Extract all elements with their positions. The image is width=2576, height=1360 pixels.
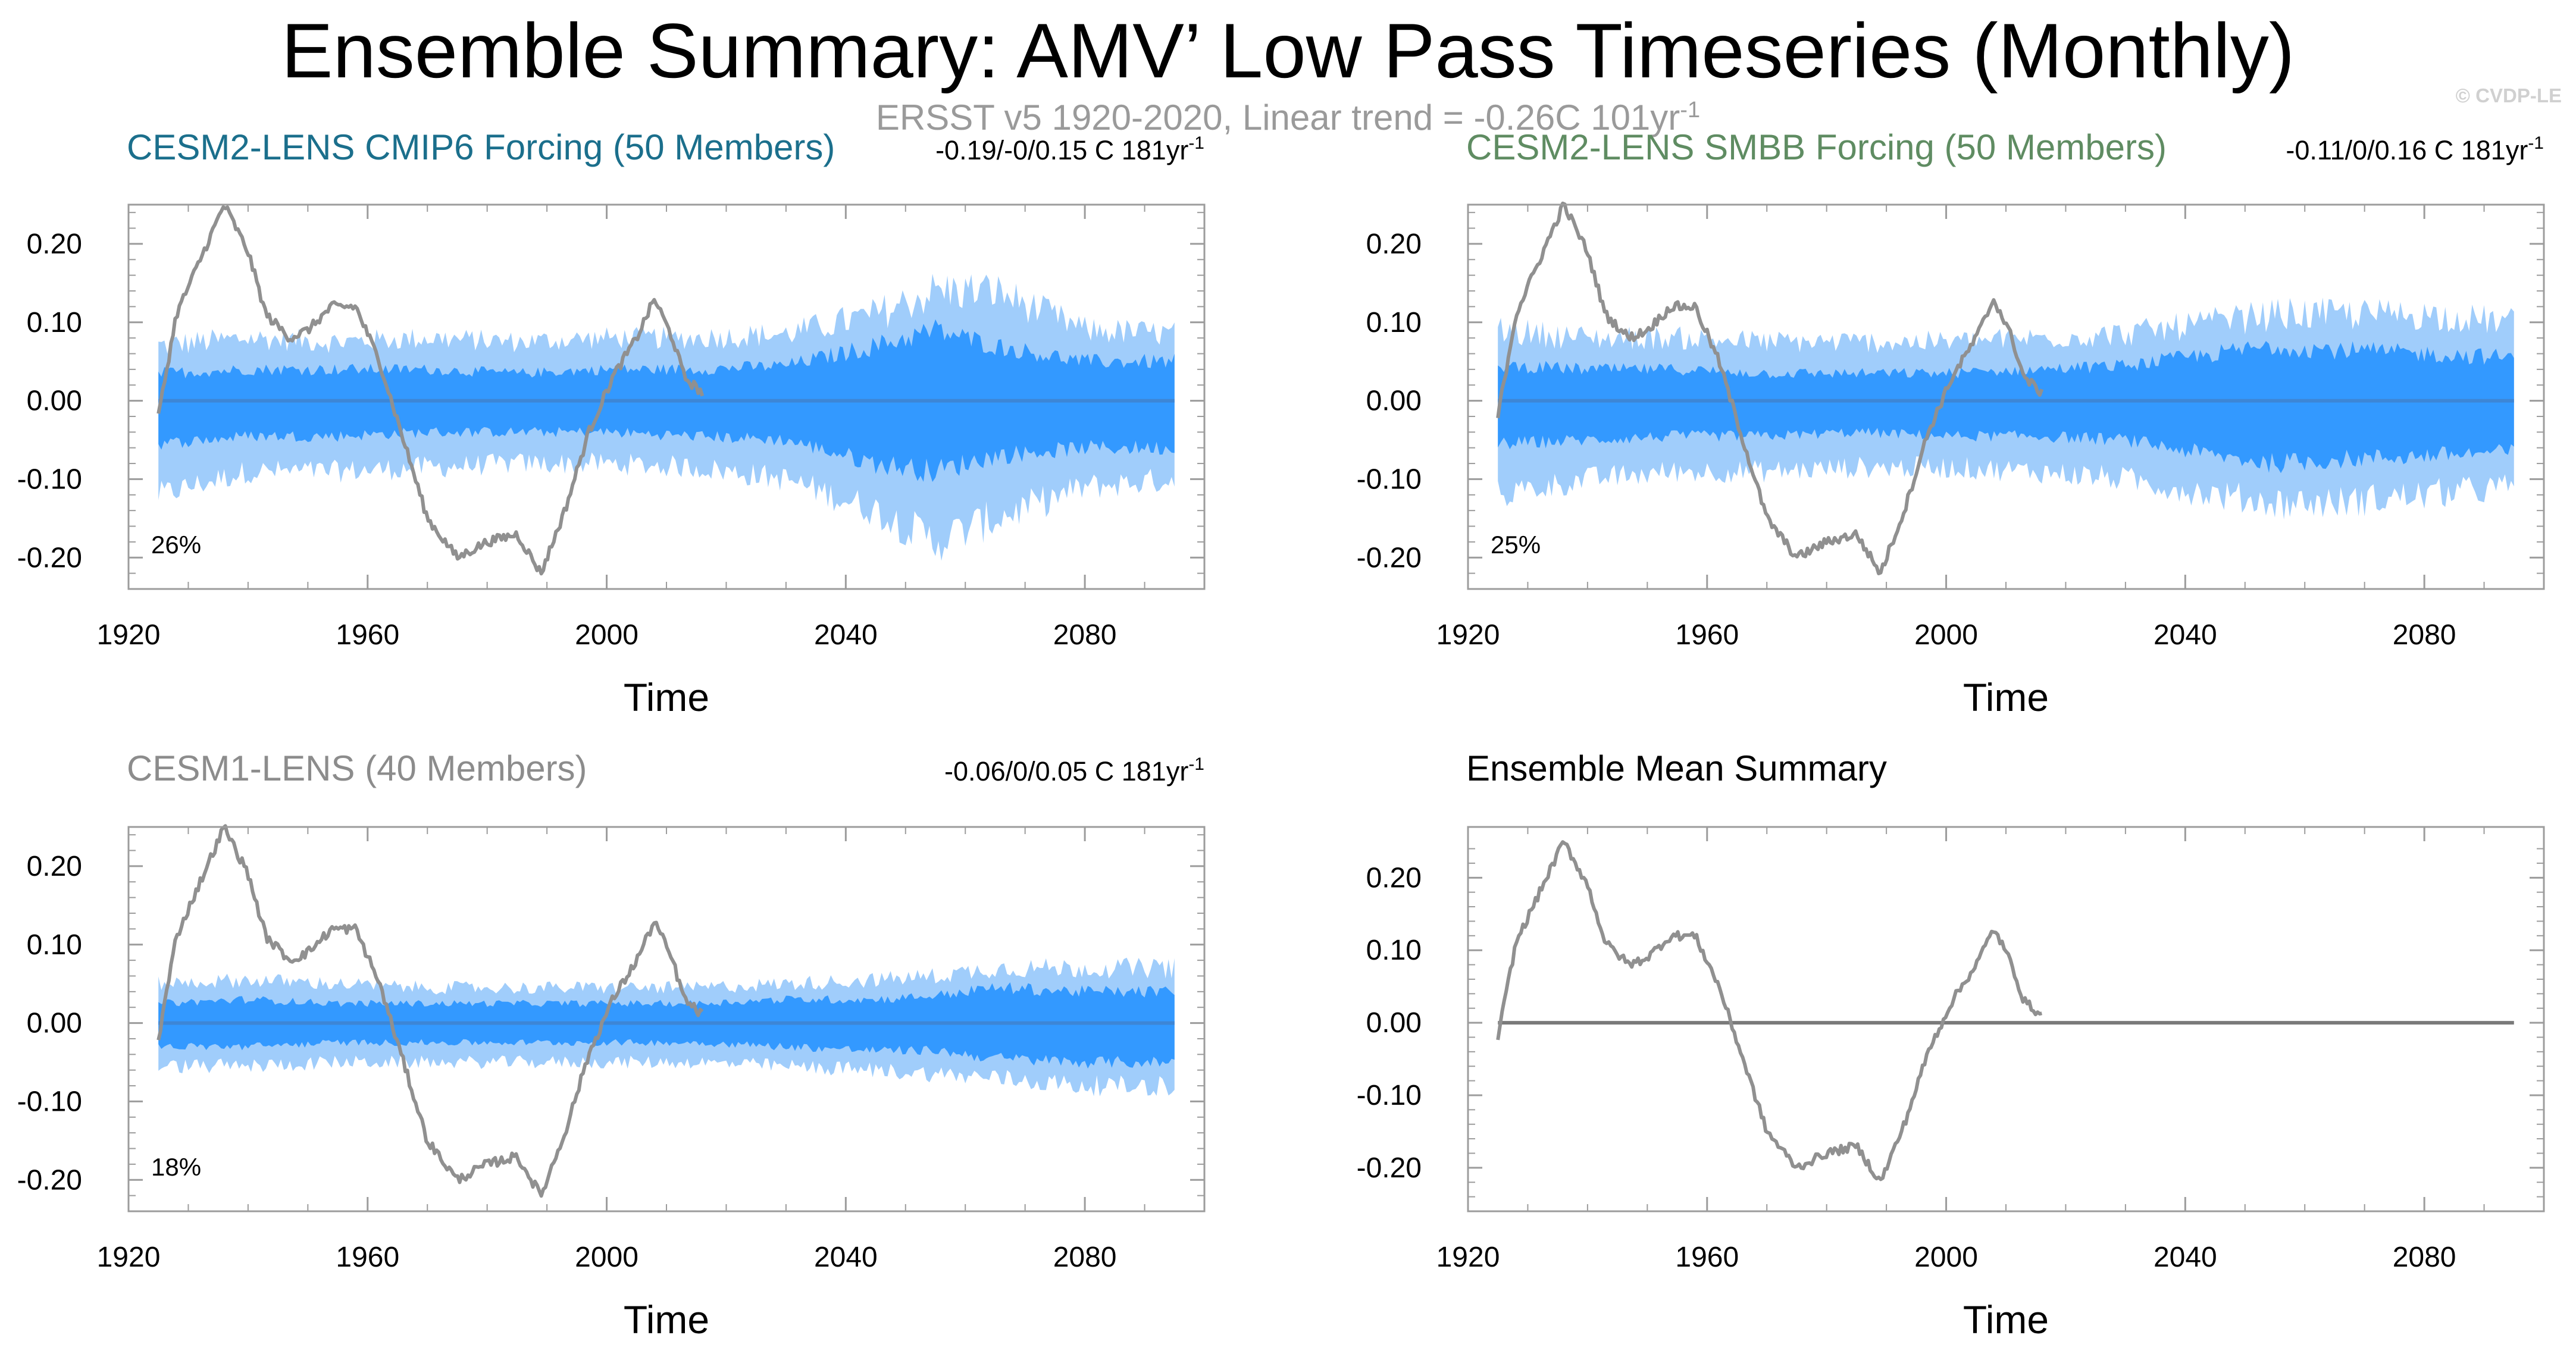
observations-line bbox=[1496, 201, 2044, 575]
x-tick-label: 2040 bbox=[2154, 1242, 2217, 1273]
y-tick-label: -0.20 bbox=[1357, 542, 1422, 574]
x-axis-label: Time bbox=[1963, 1298, 2049, 1342]
percent-label: 25% bbox=[1491, 531, 1541, 559]
y-tick-label: 0.10 bbox=[27, 929, 82, 961]
inner-spread-band bbox=[158, 982, 1175, 1069]
panel-title: Ensemble Mean Summary bbox=[1466, 748, 1887, 788]
figure-subtitle-sup: -1 bbox=[1680, 98, 1701, 123]
panel-ensemble-mean-summary: 1920 1960 2000 2040 2080 0.20 0.10 0.00 -0.10 -0.… bbox=[1357, 748, 2545, 1342]
x-tick-label: 2080 bbox=[1053, 1242, 1117, 1273]
x-axis-label: Time bbox=[1963, 675, 2049, 719]
inner-spread-band bbox=[1498, 341, 2514, 474]
x-tick-label: 2080 bbox=[2393, 619, 2456, 651]
panel-cesm2-lens-cmip6: 1920 1960 2000 2040 2080 0.20 0.10 0.00 -0.10 -0.… bbox=[17, 127, 1206, 719]
x-tick-label: 1920 bbox=[97, 619, 161, 651]
percent-label: 18% bbox=[151, 1153, 201, 1181]
x-tick-label: 1920 bbox=[97, 1242, 161, 1273]
observations-line bbox=[156, 824, 704, 1198]
plot-frame bbox=[1467, 826, 2545, 1212]
observations-line bbox=[156, 205, 705, 576]
trend-label: -0.19/-0/0.15 C 181yr-1 bbox=[935, 133, 1204, 165]
percent-label: 26% bbox=[151, 531, 201, 559]
x-tick-label: 2000 bbox=[575, 619, 638, 651]
y-tick-label: 0.00 bbox=[1366, 386, 1422, 417]
panel-title: CESM2-LENS SMBB Forcing (50 Members) bbox=[1466, 127, 2167, 167]
y-tick-label: 0.10 bbox=[1366, 307, 1422, 339]
y-tick-label: -0.10 bbox=[1357, 463, 1422, 495]
x-tick-label: 2000 bbox=[575, 1242, 638, 1273]
x-tick-label: 1960 bbox=[1675, 619, 1739, 651]
x-axis-label: Time bbox=[624, 1298, 709, 1342]
y-tick-label: -0.20 bbox=[1357, 1152, 1422, 1184]
y-tick-label: 0.10 bbox=[27, 307, 82, 339]
y-tick-label: -0.20 bbox=[17, 542, 82, 574]
x-axis-label: Time bbox=[624, 675, 709, 719]
y-tick-label: 0.00 bbox=[27, 1008, 82, 1039]
figure-title: Ensemble Summary: AMV’ Low Pass Timeseri… bbox=[281, 7, 2295, 94]
figure-subtitle: ERSST v5 1920-2020, Linear trend = -0.26… bbox=[0, 97, 2576, 138]
y-tick-label: 0.20 bbox=[1366, 228, 1422, 260]
y-tick-label: 0.00 bbox=[1366, 1007, 1422, 1039]
y-tick-label: -0.10 bbox=[17, 1086, 82, 1117]
x-tick-label: 2040 bbox=[814, 1242, 878, 1273]
panel-title: CESM2-LENS CMIP6 Forcing (50 Members) bbox=[127, 127, 835, 167]
panel-title: CESM1-LENS (40 Members) bbox=[127, 748, 587, 788]
x-tick-label: 2080 bbox=[1053, 619, 1117, 651]
y-tick-label: 0.20 bbox=[1366, 862, 1422, 894]
panel-cesm1-lens: 1920 1960 2000 2040 2080 0.20 0.10 0.00 -0.10 -0.… bbox=[17, 748, 1206, 1342]
observations-line bbox=[1496, 840, 2043, 1182]
trend-label: -0.11/0/0.16 C 181yr-1 bbox=[2286, 133, 2544, 165]
credit-watermark: © CVDP-LE bbox=[2455, 84, 2562, 106]
y-tick-label: 0.00 bbox=[27, 386, 82, 417]
x-tick-label: 2000 bbox=[1914, 619, 1978, 651]
x-tick-label: 2080 bbox=[2393, 1242, 2456, 1273]
x-tick-label: 2000 bbox=[1914, 1242, 1978, 1273]
y-tick-label: -0.10 bbox=[1357, 1080, 1422, 1111]
x-tick-label: 2040 bbox=[814, 619, 878, 651]
y-tick-label: 0.20 bbox=[27, 228, 82, 260]
y-tick-label: -0.10 bbox=[17, 463, 82, 495]
panel-cesm2-lens-smbb: 1920 1960 2000 2040 2080 0.20 0.10 0.00 -0.10 -0.… bbox=[1357, 127, 2545, 719]
y-tick-label: 0.10 bbox=[1366, 935, 1422, 966]
x-tick-label: 1920 bbox=[1436, 1242, 1500, 1273]
x-tick-label: 1960 bbox=[336, 619, 399, 651]
x-tick-label: 1960 bbox=[1675, 1242, 1739, 1273]
y-tick-label: -0.20 bbox=[17, 1164, 82, 1196]
trend-label: -0.06/0/0.05 C 181yr-1 bbox=[944, 754, 1204, 786]
x-tick-label: 1920 bbox=[1436, 619, 1500, 651]
figure-subtitle-text: ERSST v5 1920-2020, Linear trend = -0.26… bbox=[875, 98, 1680, 137]
x-tick-label: 2040 bbox=[2154, 619, 2217, 651]
x-tick-label: 1960 bbox=[336, 1242, 399, 1273]
y-tick-label: 0.20 bbox=[27, 851, 82, 882]
